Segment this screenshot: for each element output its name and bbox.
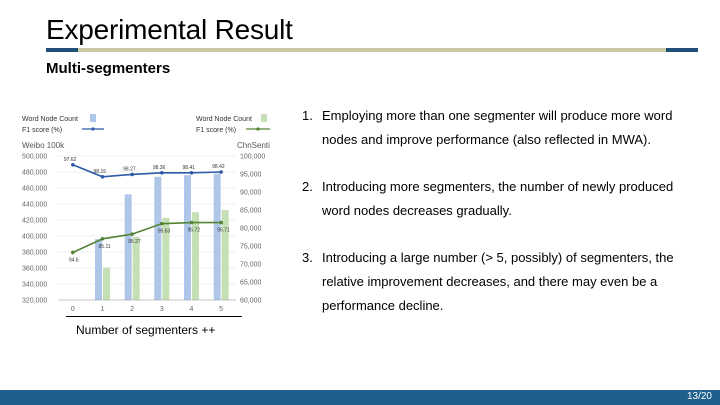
weibo-f1-point (71, 163, 75, 167)
right-tick-label: 65,000 (240, 280, 262, 287)
point-number: 2. (302, 179, 313, 194)
weibo-f1-data-label: 98.41 (183, 165, 196, 171)
point-text: Introducing more segmenters, the number … (322, 179, 674, 218)
points-list: 1. Employing more than one segmenter wil… (300, 104, 700, 341)
weibo-f1-point (160, 171, 164, 175)
right-tick-label: 70,000 (240, 262, 262, 269)
title-rule (46, 48, 698, 52)
point-number: 3. (302, 250, 313, 265)
point-item: 1. Employing more than one segmenter wil… (300, 104, 700, 152)
chnsenti-word-node-bar (132, 237, 140, 300)
chnsenti-f1-point (71, 250, 75, 255)
legend-left-line-marker (91, 127, 95, 131)
point-item: 3. Introducing a large number (> 5, poss… (300, 246, 700, 318)
left-tick-label: 500,000 (22, 154, 47, 161)
chnsenti-word-node-bar (103, 267, 110, 300)
weibo-f1-line (72, 164, 222, 178)
legend-left-line-label: F1 score (%) (22, 127, 62, 134)
right-tick-label: 95,000 (240, 172, 262, 179)
chnsenti-f1-point (100, 237, 105, 241)
point-item: 2. Introducing more segmenters, the numb… (300, 175, 700, 223)
chnsenti-f1-data-label: 95.72 (188, 228, 201, 234)
weibo-f1-data-label: 98.36 (153, 165, 166, 171)
chnsenti-word-node-bar (162, 217, 170, 300)
left-tick-label: 360,000 (22, 266, 47, 273)
title-rule-middle-segment (78, 48, 666, 52)
chnsenti-f1-data-label: 95.63 (158, 229, 171, 235)
weibo-word-node-bar (154, 176, 162, 300)
x-tick-label: 4 (190, 306, 194, 313)
weibo-word-node-bar (213, 173, 221, 300)
legend-right-bar-swatch (261, 114, 267, 122)
left-axis-label: Weibo 100k (22, 141, 65, 150)
chnsenti-f1-point (160, 221, 164, 226)
right-tick-label: 80,000 (240, 226, 262, 233)
right-tick-label: 60,000 (240, 298, 262, 305)
slide-subtitle: Multi-segmenters (46, 60, 171, 77)
x-tick-label: 5 (219, 306, 223, 313)
footer-bar: 13/20 (0, 390, 720, 405)
chnsenti-word-node-bar (221, 210, 229, 300)
chnsenti-f1-point (130, 232, 134, 236)
weibo-word-node-bar (95, 239, 102, 300)
weibo-f1-point (130, 172, 134, 177)
x-tick-label: 2 (130, 306, 134, 313)
title-rule-left-segment (46, 48, 78, 52)
legend-left-bar-label: Word Node Count (22, 116, 78, 123)
weibo-f1-data-label: 98.15 (94, 169, 107, 175)
left-tick-label: 320,000 (22, 298, 47, 305)
right-tick-label: 85,000 (240, 208, 262, 215)
left-tick-label: 340,000 (22, 282, 47, 289)
weibo-f1-point (219, 170, 223, 174)
chart-svg: Word Node Count F1 score (%) Word Node Cou… (22, 114, 270, 313)
segmenters-chart: Word Node Count F1 score (%) Word Node Cou… (0, 100, 290, 340)
chnsenti-word-node-bar (192, 212, 199, 300)
weibo-f1-data-label: 98.27 (123, 166, 136, 172)
title-rule-right-segment (666, 48, 698, 52)
chart-caption: Number of segmenters ++ (76, 323, 216, 337)
legend-right-line-label: F1 score (%) (196, 127, 236, 134)
page-number: 13/20 (686, 391, 712, 402)
chnsenti-f1-data-label: 95.27 (128, 239, 141, 245)
x-tick-label: 3 (160, 306, 164, 313)
right-tick-label: 75,000 (240, 244, 262, 251)
point-number: 1. (302, 108, 313, 123)
legend-left-bar-swatch (90, 114, 96, 122)
chnsenti-f1-point (219, 220, 223, 225)
caption-arrow (66, 316, 242, 317)
weibo-word-node-bar (124, 194, 132, 300)
weibo-f1-point (100, 175, 105, 179)
weibo-word-node-bar (184, 175, 191, 300)
point-text: Employing more than one segmenter will p… (322, 108, 673, 147)
weibo-f1-data-label: 97.62 (64, 157, 77, 163)
left-tick-label: 460,000 (22, 186, 47, 193)
chnsenti-f1-line (72, 221, 222, 254)
left-tick-label: 380,000 (22, 250, 47, 257)
weibo-f1-point (189, 171, 194, 175)
chnsenti-f1-point (189, 220, 194, 225)
right-tick-label: 100,000 (240, 154, 265, 161)
weibo-f1-data-label: 98.42 (212, 164, 225, 170)
chnsenti-f1-data-label: 95.71 (217, 228, 230, 234)
chnsenti-f1-data-label: 95.11 (99, 244, 111, 250)
right-axis-label: ChnSenti (237, 141, 270, 150)
left-tick-label: 480,000 (22, 170, 47, 177)
legend-right-line-marker (256, 127, 260, 131)
point-text: Introducing a large number (> 5, possibl… (322, 250, 674, 313)
slide-title: Experimental Result (46, 14, 293, 45)
right-tick-label: 90,000 (240, 190, 262, 197)
x-tick-label: 1 (101, 306, 105, 313)
left-tick-label: 400,000 (22, 234, 47, 241)
x-tick-label: 0 (71, 306, 75, 313)
left-tick-label: 420,000 (22, 218, 47, 225)
left-tick-label: 440,000 (22, 202, 47, 209)
legend-right-bar-label: Word Node Count (196, 116, 252, 123)
chnsenti-f1-data-label: 94.6 (69, 257, 79, 263)
